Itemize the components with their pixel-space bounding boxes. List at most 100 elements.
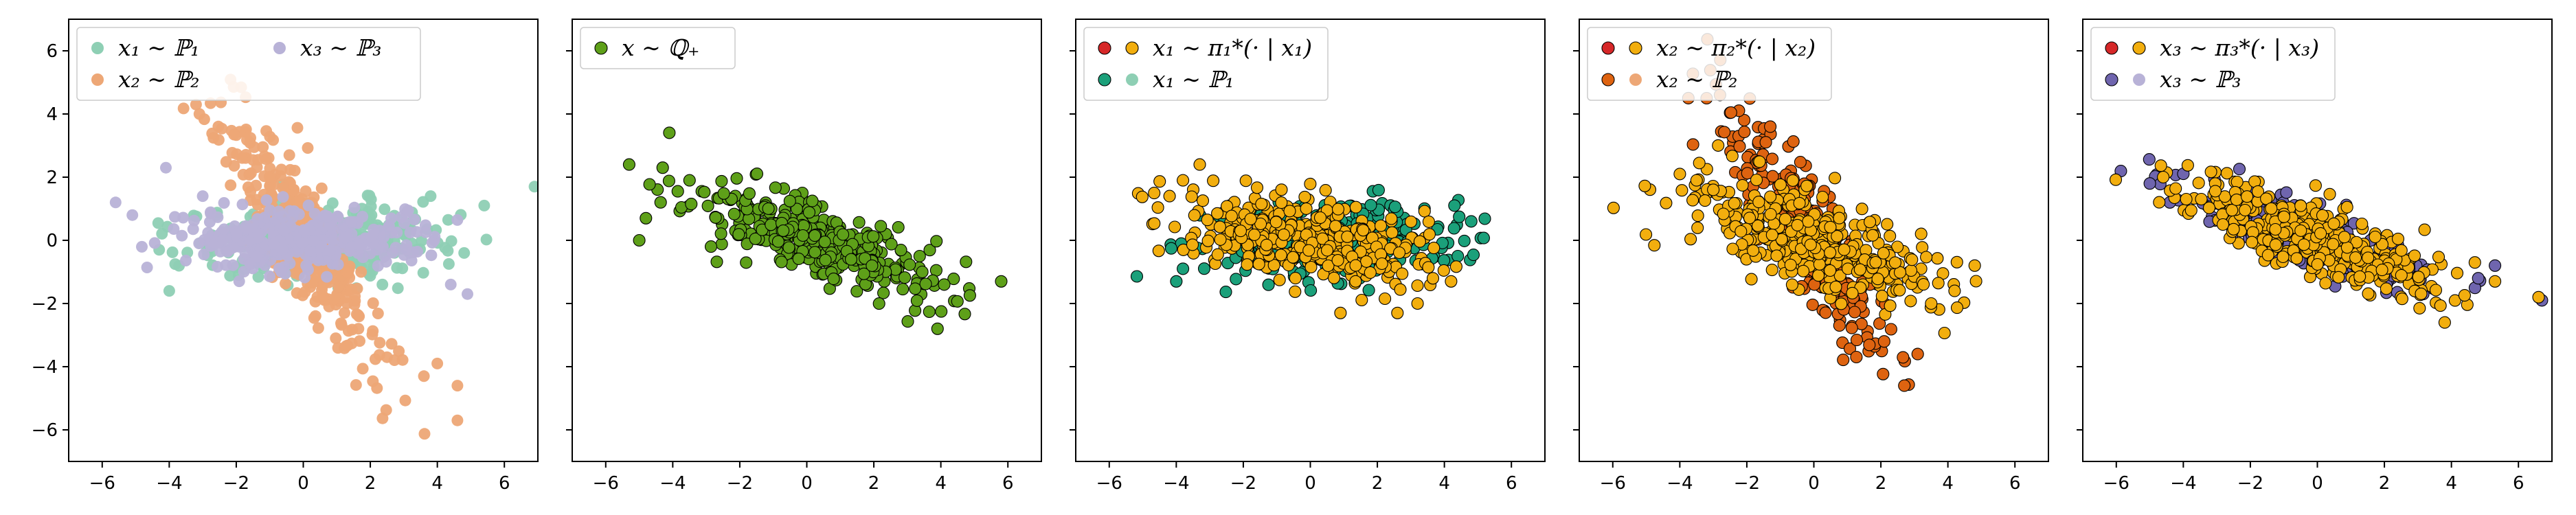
data-point [1684,233,1697,246]
legend-marker [594,41,608,55]
data-point [418,428,431,440]
data-point [1153,175,1166,188]
data-point [1247,228,1261,241]
data-point [426,237,438,249]
data-point [1898,379,1911,392]
data-point [1765,264,1778,277]
data-point [1893,284,1906,297]
data-point [2408,249,2421,262]
data-point [1130,270,1144,283]
data-point [308,235,320,247]
data-point [2233,163,2246,176]
data-point [1177,174,1190,187]
data-point [1230,273,1243,286]
data-point [796,229,809,242]
data-point [916,265,929,279]
data-point [352,309,364,321]
legend-marker [1629,73,1642,86]
data-point [238,266,250,278]
data-point [1467,249,1480,262]
data-point [1875,290,1888,303]
legend: x₁ ∼ π₁*(· | x₁) x₁ ∼ ℙ₁ [1083,27,1329,101]
legend-label: x₁ ∼ ℙ₁ [1153,66,1234,93]
data-point [1784,258,1797,271]
data-point [260,125,273,137]
data-point [923,244,936,257]
data-point [252,227,264,240]
data-point [1287,251,1300,264]
data-point [1648,239,1661,252]
legend: x₃ ∼ π₃*(· | x₃) x₃ ∼ ℙ₃ [2090,27,2336,101]
data-point [1766,170,1779,183]
data-point [2413,301,2426,314]
data-point [730,172,743,185]
data-point [958,308,971,321]
scatter-points [1130,158,1491,319]
x-tick-label: 0 [801,473,813,494]
data-point [1136,190,1149,203]
data-point [1726,150,1739,163]
data-point [350,238,362,250]
scatter-points [622,126,1008,335]
data-point [1375,257,1388,271]
data-point [931,322,944,335]
data-point [930,235,943,248]
data-point [960,255,973,268]
data-point [2489,259,2502,272]
data-point [408,214,420,226]
data-point [710,255,723,268]
data-point [1320,244,1334,257]
x-tick-label: −4 [2170,473,2196,494]
data-point [1735,225,1748,238]
data-point [374,336,386,349]
data-point [1386,226,1399,239]
data-point [528,181,538,193]
data-point [233,275,245,288]
data-point [109,196,122,209]
data-point [1765,229,1778,242]
data-point [1804,238,1817,251]
x-tick-label: 4 [1438,473,1450,494]
data-point [1786,174,1799,187]
data-point [257,141,269,153]
data-point [844,253,858,266]
legend-marker [1629,41,1642,55]
legend-label: x₃ ∼ ℙ₃ [300,34,382,61]
y-tick-label: −2 [32,294,58,314]
data-point [1833,319,1846,332]
data-point [1163,190,1176,203]
data-point [280,277,291,290]
data-point [302,199,315,211]
data-point [885,238,898,251]
data-point [2251,185,2265,198]
data-point [442,214,454,226]
data-point [717,187,730,200]
data-point [302,142,314,154]
data-point [1413,235,1426,248]
data-point [866,259,879,272]
data-point [1357,224,1370,237]
data-point [1422,261,1435,274]
data-point [2380,282,2393,295]
data-point [1846,286,1859,299]
data-point [221,245,234,258]
data-point [1458,234,1471,247]
data-point [809,229,822,242]
x-tick-label: −2 [1734,473,1760,494]
data-point [727,207,741,220]
data-point [1274,249,1287,262]
data-point [1863,339,1876,352]
legend-marker [2105,73,2119,87]
legend-label: x₁ ∼ ℙ₁ [118,34,200,61]
data-point [995,275,1008,288]
data-point [1741,167,1754,180]
data-point [198,233,210,246]
data-point [1833,269,1846,282]
data-point [2395,268,2408,282]
data-point [1736,179,1749,192]
data-point [250,251,262,263]
data-point [872,297,885,310]
data-point [2316,209,2329,222]
data-point [1838,243,1851,256]
data-point [1477,231,1490,244]
